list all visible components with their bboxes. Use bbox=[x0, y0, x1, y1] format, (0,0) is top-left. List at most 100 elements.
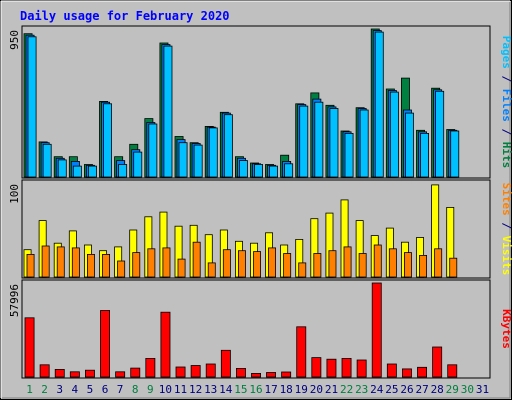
x-tick-label: 23 bbox=[355, 383, 368, 396]
panel-bottom: 57996 KBytes bbox=[8, 279, 512, 379]
bar-pages-day-9 bbox=[148, 123, 158, 178]
x-tick-label: 14 bbox=[219, 383, 233, 396]
bar-kbytes-day-11 bbox=[175, 366, 186, 378]
bar-kbytes-day-24 bbox=[371, 282, 382, 378]
x-tick-label: 12 bbox=[189, 383, 202, 396]
x-tick-label: 30 bbox=[461, 383, 474, 396]
panel-middle-ymax-label: 100 bbox=[8, 184, 21, 204]
bar-sites-day-25 bbox=[388, 248, 397, 278]
bar-sites-day-1 bbox=[26, 253, 35, 278]
bar-sites-day-14 bbox=[222, 249, 231, 278]
bar-kbytes-day-21 bbox=[326, 358, 337, 378]
bar-kbytes-day-27 bbox=[417, 366, 428, 378]
legend-item-2: Files bbox=[500, 89, 512, 122]
bar-pages-day-18 bbox=[284, 163, 294, 178]
x-tick-label: 4 bbox=[71, 383, 78, 396]
panel-middle: 100 Sites / Visits bbox=[8, 179, 512, 279]
bar-kbytes-day-13 bbox=[205, 363, 216, 378]
bar-sites-day-3 bbox=[56, 246, 65, 278]
bar-sites-day-15 bbox=[237, 250, 246, 278]
x-tick-label: 31 bbox=[476, 383, 489, 396]
bar-sites-day-20 bbox=[313, 253, 322, 278]
bar-kbytes-day-10 bbox=[160, 311, 171, 378]
bar-kbytes-day-3 bbox=[54, 368, 65, 378]
x-tick-label: 3 bbox=[56, 383, 63, 396]
bar-sites-day-10 bbox=[162, 247, 171, 278]
bar-sites-day-9 bbox=[147, 248, 156, 278]
bar-pages-day-4 bbox=[72, 165, 82, 178]
bar-sites-day-7 bbox=[117, 260, 126, 278]
bar-kbytes-day-9 bbox=[145, 357, 156, 378]
bar-sites-day-28 bbox=[434, 248, 443, 278]
bar-pages-day-1 bbox=[27, 36, 37, 178]
legend-item-1: / bbox=[500, 69, 512, 89]
x-tick-label: 21 bbox=[325, 383, 338, 396]
bar-sites-day-17 bbox=[268, 247, 276, 278]
bar-pages-day-8 bbox=[133, 151, 143, 178]
legend-item-4: Hits bbox=[500, 142, 512, 169]
bar-pages-day-6 bbox=[103, 103, 113, 178]
x-tick-label: 18 bbox=[280, 383, 293, 396]
bar-pages-day-17 bbox=[269, 165, 279, 178]
bar-pages-day-19 bbox=[299, 105, 309, 178]
x-tick-label: 28 bbox=[431, 383, 444, 396]
bar-pages-day-7 bbox=[118, 164, 128, 178]
bar-pages-day-3 bbox=[57, 159, 67, 178]
bar-sites-day-5 bbox=[87, 253, 95, 278]
x-tick-label: 19 bbox=[295, 383, 308, 396]
bar-pages-day-25 bbox=[389, 91, 399, 178]
bar-kbytes-day-12 bbox=[190, 365, 201, 378]
x-tick-label: 25 bbox=[385, 383, 398, 396]
panel-top-legend: Pages / Files / Hits bbox=[500, 36, 512, 169]
bar-sites-day-8 bbox=[132, 252, 141, 278]
bar-pages-day-2 bbox=[42, 143, 52, 178]
x-tick-label: 27 bbox=[415, 383, 428, 396]
chart-panels: 950 Pages / Files / Hits 100 Sites / Visits… bbox=[8, 25, 512, 379]
x-tick-label: 26 bbox=[400, 383, 413, 396]
x-tick-label: 17 bbox=[264, 383, 277, 396]
bar-pages-day-13 bbox=[208, 127, 218, 178]
legend-item-0: KBytes bbox=[500, 309, 512, 349]
x-tick-label: 29 bbox=[446, 383, 459, 396]
bar-kbytes-day-5 bbox=[85, 369, 95, 378]
x-tick-label: 10 bbox=[159, 383, 172, 396]
x-tick-label: 2 bbox=[41, 383, 48, 396]
legend-item-0: Sites bbox=[500, 183, 512, 216]
bar-kbytes-day-17 bbox=[266, 372, 277, 378]
bar-kbytes-day-22 bbox=[341, 357, 352, 378]
bar-pages-day-12 bbox=[193, 144, 203, 178]
bar-pages-day-11 bbox=[178, 142, 188, 178]
bar-kbytes-day-25 bbox=[386, 363, 397, 378]
legend-item-0: Pages bbox=[500, 36, 512, 69]
bar-kbytes-day-28 bbox=[432, 346, 443, 378]
bar-kbytes-day-4 bbox=[69, 371, 80, 378]
legend-item-3: / bbox=[500, 122, 512, 142]
bar-pages-day-28 bbox=[435, 90, 445, 178]
bar-kbytes-day-7 bbox=[115, 371, 126, 378]
x-tick-label: 11 bbox=[174, 383, 187, 396]
bar-sites-day-22 bbox=[343, 246, 352, 278]
bar-sites-day-23 bbox=[358, 253, 367, 278]
bar-kbytes-day-8 bbox=[130, 367, 141, 378]
bar-kbytes-day-19 bbox=[296, 326, 307, 378]
bar-sites-day-19 bbox=[298, 262, 307, 278]
x-tick-label: 15 bbox=[234, 383, 247, 396]
panel-bottom-legend: KBytes bbox=[500, 309, 512, 349]
bar-kbytes-day-26 bbox=[401, 368, 412, 378]
bar-sites-day-26 bbox=[403, 252, 412, 278]
panel-bottom-frame bbox=[21, 279, 491, 379]
x-tick-label: 22 bbox=[340, 383, 353, 396]
bar-sites-day-24 bbox=[373, 244, 382, 278]
bar-pages-day-10 bbox=[163, 45, 173, 178]
legend-item-1: / bbox=[500, 216, 512, 236]
bar-kbytes-day-20 bbox=[311, 357, 322, 378]
bar-kbytes-day-15 bbox=[235, 367, 246, 378]
bar-kbytes-day-2 bbox=[39, 364, 50, 378]
x-tick-label: 20 bbox=[310, 383, 323, 396]
x-tick-label: 16 bbox=[249, 383, 262, 396]
bar-pages-day-24 bbox=[374, 31, 384, 178]
legend-item-2: Visits bbox=[500, 236, 512, 276]
x-tick-label: 9 bbox=[147, 383, 154, 396]
bar-sites-day-18 bbox=[283, 253, 292, 278]
bar-sites-day-4 bbox=[71, 247, 80, 278]
